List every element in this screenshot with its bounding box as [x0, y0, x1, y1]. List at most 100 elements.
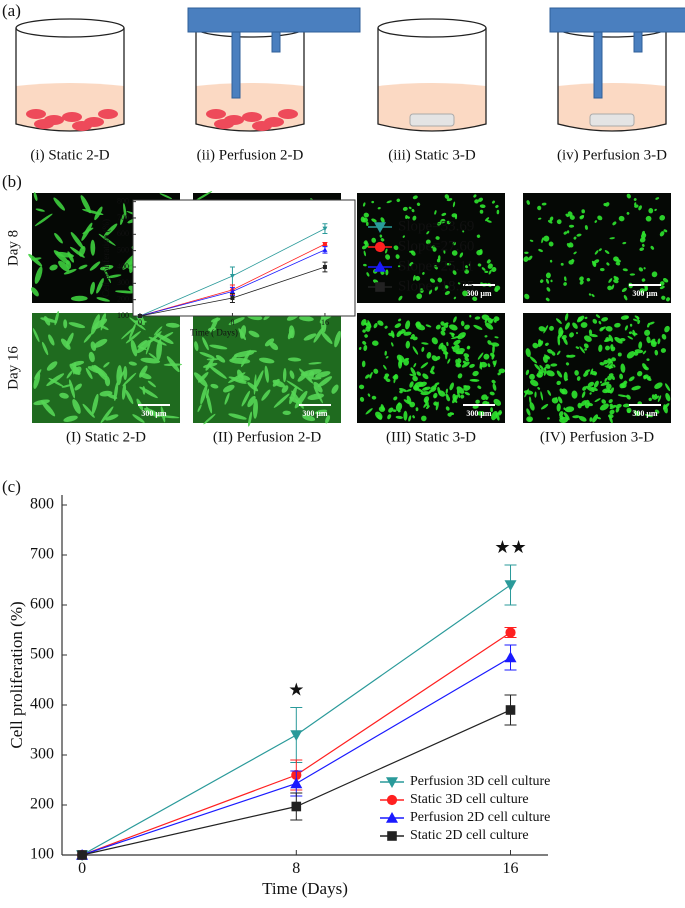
marker [505, 627, 516, 638]
cell-stain [590, 368, 594, 375]
cell-stain [473, 324, 483, 330]
cell-stain [437, 255, 441, 261]
cell-stain [416, 371, 421, 376]
caption: (III) Static 3-D [386, 429, 476, 445]
cell-stain [523, 390, 534, 395]
cell-stain [661, 295, 666, 300]
cell-stain [453, 339, 461, 346]
cell-stain [645, 215, 652, 222]
cell-stain [621, 287, 627, 293]
cell-stain [638, 341, 643, 349]
cell-stain [308, 370, 315, 381]
cell-stain [487, 317, 493, 324]
cell-stain [395, 402, 403, 412]
cell-stain [363, 345, 368, 351]
cell-stain [550, 363, 558, 367]
cell-stain [617, 352, 622, 357]
cell-stain [93, 338, 108, 348]
cell-stain [545, 342, 549, 346]
cell-stain [139, 372, 152, 380]
cell-stain [269, 342, 279, 351]
cell-stain [415, 322, 422, 328]
cell-stain [546, 370, 555, 377]
cell-stain [602, 388, 611, 394]
cell-stain [431, 337, 438, 345]
cell-stain [594, 398, 601, 403]
cell-stain [87, 366, 102, 374]
cell-stain [557, 336, 561, 346]
cell-stain [545, 272, 551, 279]
container [15, 28, 125, 132]
cell-stain [481, 267, 486, 271]
cell-stain [444, 322, 449, 325]
cell-stain [468, 263, 472, 267]
cell-stain [585, 385, 595, 393]
cell-stain [473, 194, 477, 198]
cell-stain [81, 222, 93, 241]
panel-label: (b) [2, 172, 22, 191]
cell-stain [115, 290, 136, 294]
cell-stain [369, 374, 372, 379]
cell-stain [289, 396, 299, 404]
cell-stain [43, 316, 51, 326]
cell-stain [550, 279, 553, 283]
cell-stain [547, 349, 553, 354]
cell-stain [287, 357, 302, 362]
cell-stain [121, 383, 127, 400]
cell-stain [639, 288, 645, 294]
container-rim [377, 18, 487, 38]
cell-stain [615, 403, 622, 409]
cell-stain [477, 410, 485, 416]
cell-stain [156, 339, 163, 361]
cell-stain [363, 212, 369, 218]
cell-stain [444, 285, 449, 289]
cell-stain [556, 370, 563, 378]
cell-stain [655, 197, 660, 200]
y-tick-label: 300 [117, 278, 129, 287]
legend-marker [386, 812, 398, 823]
cell-stain [405, 320, 411, 330]
cell-stain [398, 295, 403, 301]
cell-stain [593, 380, 599, 388]
cell-stain [477, 352, 484, 360]
cell-stain [441, 212, 447, 216]
cell-stain [583, 343, 589, 349]
row-label: Day 8 [5, 230, 21, 266]
cell-stain [166, 356, 180, 373]
y-tick-label: 200 [117, 294, 129, 303]
cell-stain [393, 396, 398, 401]
cell-stain [651, 394, 655, 400]
cell-stain [607, 285, 613, 291]
cell-stain [385, 248, 388, 254]
cell-stain [543, 366, 547, 371]
container-rim [15, 18, 125, 38]
cell-stain [608, 414, 614, 419]
cell-stain [98, 233, 116, 246]
marker [504, 651, 517, 663]
scale-bar-label: 300 μm [632, 409, 658, 418]
cell-stain [41, 341, 49, 356]
cell-stain [481, 314, 490, 321]
cell-stain [438, 390, 446, 397]
cell-stain [380, 404, 385, 411]
cell-stain [411, 208, 415, 213]
cell-stain [362, 340, 367, 345]
cell-stain [611, 284, 615, 290]
cell-stain [385, 254, 391, 260]
marker [322, 226, 328, 232]
cell-stain [392, 375, 397, 379]
cell-stain [636, 316, 639, 321]
cell-stain [537, 387, 541, 390]
cell-stain [294, 390, 308, 409]
cell-stain [485, 396, 489, 401]
cell-stain [440, 330, 446, 336]
cell-stain [477, 263, 482, 267]
cell-stain [438, 342, 444, 350]
cell-stain [563, 407, 566, 410]
cell-stain [372, 340, 379, 346]
cell-stain [119, 370, 125, 380]
cell-stain [434, 395, 437, 398]
cell-stain [432, 247, 437, 252]
x-axis-label: Time (Days) [262, 879, 348, 898]
